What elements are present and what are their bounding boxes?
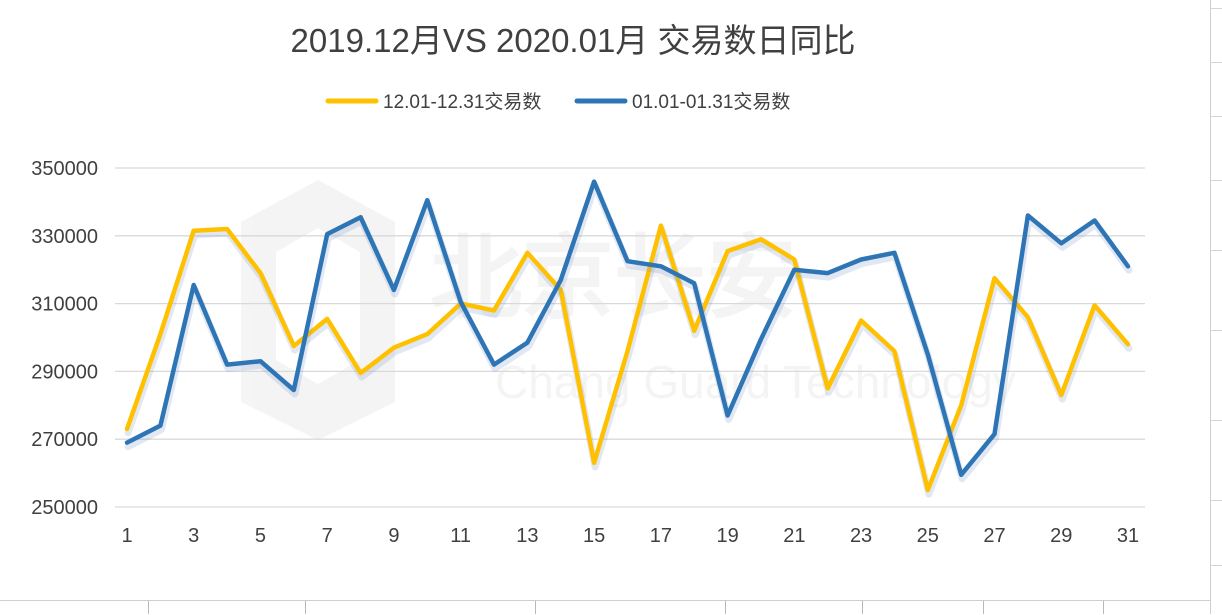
spreadsheet-right-edge: [1210, 0, 1222, 614]
x-tick-label: 1: [121, 525, 132, 547]
line-chart: 北京长安 Chang Guard Technology 2019.12月VS 2…: [31, 22, 1145, 547]
y-tick-label: 330000: [31, 226, 98, 248]
legend-label-series-1: 12.01-12.31交易数: [383, 91, 541, 113]
sheet-row-divider: [1210, 250, 1222, 251]
sheet-row-divider: [1210, 8, 1222, 9]
sheet-row-divider: [1210, 330, 1222, 331]
sheet-column-divider: [725, 601, 726, 614]
y-tick-label: 310000: [31, 294, 98, 316]
sheet-column-divider: [862, 601, 863, 614]
sheet-row-divider: [1210, 180, 1222, 181]
x-tick-label: 15: [583, 525, 605, 547]
x-tick-label: 13: [516, 525, 538, 547]
y-axis-tick-labels: 350000 330000 310000 290000 270000 250000: [31, 158, 98, 519]
sheet-row-divider: [1210, 62, 1222, 63]
chart-title: 2019.12月VS 2020.01月 交易数日同比: [291, 22, 856, 59]
y-tick-label: 270000: [31, 429, 98, 451]
x-tick-label: 19: [716, 525, 738, 547]
sheet-row-divider: [1210, 116, 1222, 117]
series-2-line: [124, 179, 1131, 478]
x-tick-label: 5: [255, 525, 266, 547]
x-tick-label: 25: [917, 525, 939, 547]
legend-label-series-2: 01.01-01.31交易数: [632, 91, 790, 113]
legend: 12.01-12.31交易数 01.01-01.31交易数: [325, 91, 790, 113]
y-tick-label: 350000: [31, 158, 98, 180]
spreadsheet-bottom-edge: [0, 600, 1210, 615]
gridlines: [115, 167, 1145, 508]
x-tick-label: 31: [1117, 525, 1139, 547]
sheet-row-divider: [1210, 420, 1222, 421]
sheet-row-divider: [1210, 565, 1222, 566]
x-tick-label: 11: [450, 525, 471, 547]
series-lines: [124, 179, 1133, 498]
x-tick-label: 3: [188, 525, 199, 547]
series-2-shadow: [124, 182, 1133, 483]
x-tick-label: 29: [1050, 525, 1072, 547]
x-axis-tick-labels: 1 3 5 7 9 11 13 15 17 19 21 23 25 27 29 31: [121, 525, 1139, 547]
sheet-column-divider: [148, 601, 149, 614]
x-tick-label: 23: [850, 525, 872, 547]
x-tick-label: 7: [322, 525, 333, 547]
sheet-column-divider: [535, 601, 536, 614]
sheet-column-divider: [305, 601, 306, 614]
x-tick-label: 21: [783, 525, 805, 547]
sheet-column-divider: [1103, 601, 1104, 614]
sheet-column-divider: [983, 601, 984, 614]
x-tick-label: 27: [983, 525, 1005, 547]
y-tick-label: 250000: [31, 497, 98, 519]
x-tick-label: 17: [650, 525, 672, 547]
y-tick-label: 290000: [31, 361, 98, 383]
chart-area: 北京长安 Chang Guard Technology 2019.12月VS 2…: [31, 22, 1145, 547]
series-1-line: [124, 223, 1131, 493]
watermark-text-cn: 北京长安: [430, 228, 798, 330]
x-tick-label: 9: [388, 525, 399, 547]
sheet-row-divider: [1210, 500, 1222, 501]
